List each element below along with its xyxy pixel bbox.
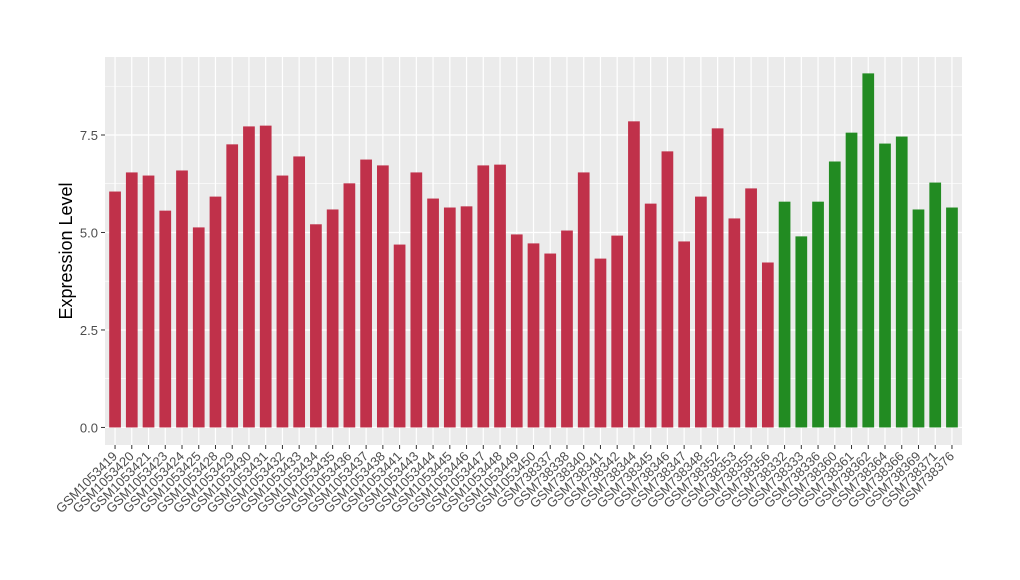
bar — [778, 201, 791, 428]
bar — [711, 128, 724, 428]
bar — [192, 227, 205, 428]
bar — [310, 224, 322, 428]
bar — [259, 125, 272, 428]
bar — [929, 182, 942, 428]
bar — [678, 241, 691, 428]
bar — [912, 209, 925, 428]
bar — [226, 144, 239, 428]
bar — [494, 164, 506, 428]
bar — [661, 151, 674, 428]
y-tick-label: 2.5 — [80, 323, 98, 338]
y-axis-title: Expression Level — [56, 182, 76, 319]
bar — [611, 235, 624, 428]
bar — [745, 188, 757, 428]
bar — [510, 234, 523, 428]
bar — [159, 210, 172, 428]
bar — [695, 196, 707, 428]
bar — [828, 161, 841, 428]
bar — [594, 258, 607, 428]
bar — [376, 165, 389, 428]
bar — [862, 73, 875, 428]
bar — [427, 198, 439, 428]
bar — [946, 207, 958, 428]
bar — [176, 170, 188, 428]
bar — [644, 203, 657, 428]
bar — [561, 230, 573, 428]
bar — [209, 196, 222, 428]
bar — [125, 172, 138, 428]
bar — [527, 243, 540, 428]
bar — [276, 175, 289, 428]
bar — [326, 209, 339, 428]
bar — [109, 191, 121, 428]
bar — [142, 175, 155, 428]
bar — [443, 207, 456, 428]
bar — [343, 183, 356, 428]
bar — [460, 206, 473, 428]
bar — [628, 121, 640, 428]
bar — [728, 218, 741, 428]
bar — [795, 236, 808, 428]
bar — [360, 159, 372, 428]
bar — [845, 132, 858, 428]
bar — [812, 201, 824, 428]
bar — [895, 136, 908, 428]
bar — [393, 244, 406, 428]
bar — [410, 172, 423, 428]
bar — [477, 165, 490, 428]
bar — [293, 156, 306, 428]
y-tick-label: 0.0 — [80, 420, 98, 435]
bar — [761, 262, 774, 428]
y-tick-label: 5.0 — [80, 225, 98, 240]
bar — [577, 172, 590, 428]
y-tick-label: 7.5 — [80, 128, 98, 143]
bar — [879, 143, 891, 428]
bar — [544, 253, 557, 428]
bar — [243, 126, 255, 428]
